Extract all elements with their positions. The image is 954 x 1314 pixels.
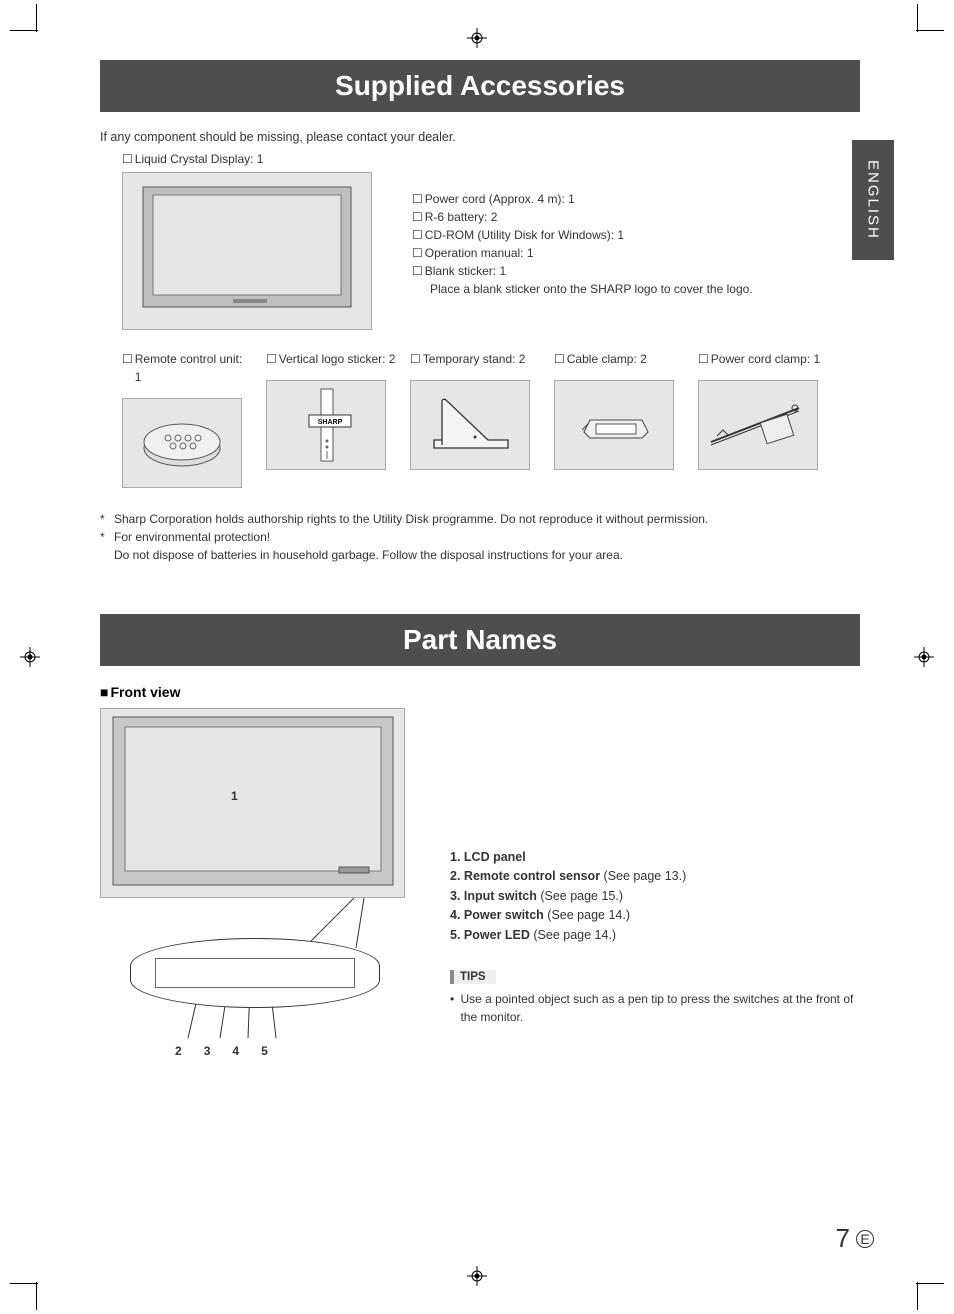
front-view-diagram: 1	[100, 708, 420, 1058]
lcd-illustration	[122, 172, 372, 330]
registration-mark-icon	[914, 647, 934, 667]
parts-list: 1. LCD panel 2. Remote control sensor (S…	[450, 848, 860, 945]
lcd-label: Liquid Crystal Display: 1	[122, 150, 382, 168]
page-number: 7 E	[836, 1223, 874, 1254]
front-view-subhead: Front view	[100, 684, 860, 700]
cableclamp-label: Cable clamp: 2	[554, 350, 684, 368]
footnotes: Sharp Corporation holds authorship right…	[100, 510, 860, 564]
stand-illustration	[410, 380, 530, 470]
registration-mark-icon	[467, 28, 487, 48]
powerclamp-illustration	[698, 380, 818, 470]
section-header-accessories: Supplied Accessories	[100, 60, 860, 112]
svg-text:SHARP: SHARP	[318, 419, 343, 426]
tips-label: TIPS	[450, 970, 496, 984]
remote-illustration	[122, 398, 242, 488]
sticker-label: Vertical logo sticker: 2	[266, 350, 396, 368]
stand-label: Temporary stand: 2	[410, 350, 540, 368]
remote-label: Remote control unit: 1	[122, 350, 252, 386]
text-accessory-list: Power cord (Approx. 4 m): 1 R-6 battery:…	[412, 150, 860, 330]
registration-mark-icon	[20, 647, 40, 667]
section-header-partnames: Part Names	[100, 614, 860, 666]
powerclamp-label: Power cord clamp: 1	[698, 350, 828, 368]
tips-block: TIPS Use a pointed object such as a pen …	[450, 969, 860, 1026]
registration-mark-icon	[467, 1266, 487, 1286]
sticker-illustration: SHARP	[266, 380, 386, 470]
intro-text: If any component should be missing, plea…	[100, 130, 860, 144]
cableclamp-illustration	[554, 380, 674, 470]
